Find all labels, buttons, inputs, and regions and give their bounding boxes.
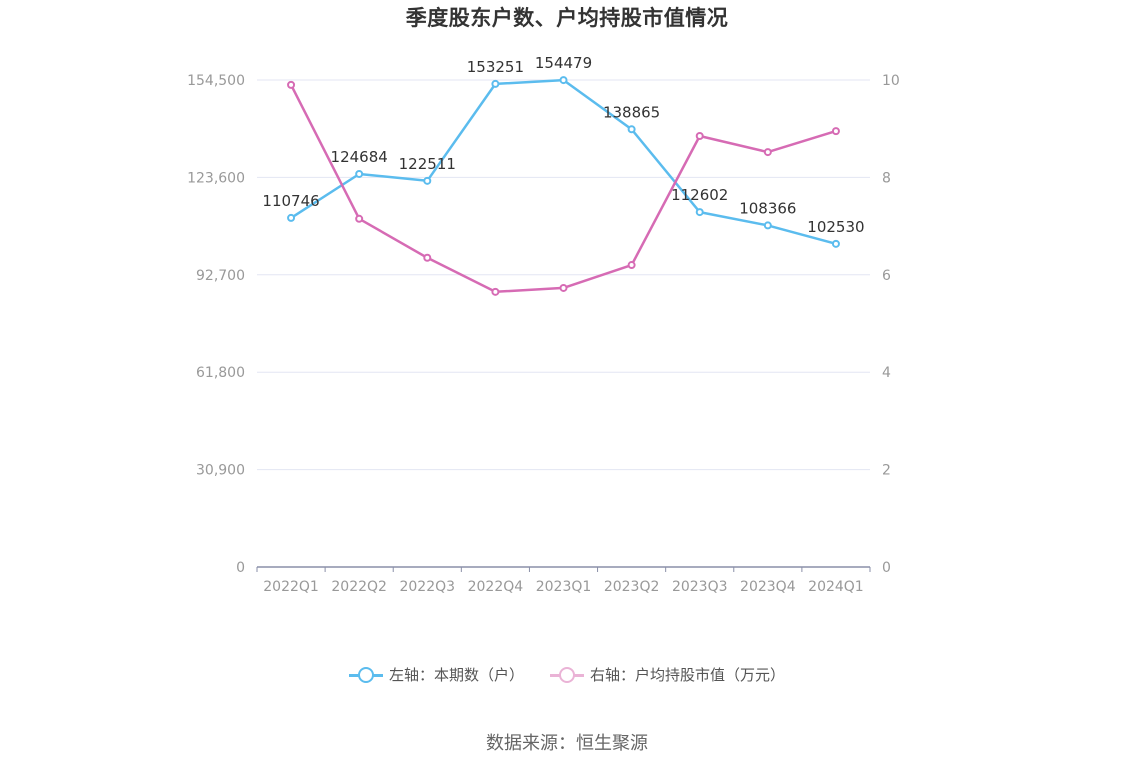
data-label: 124684	[331, 148, 388, 166]
data-point	[763, 221, 772, 230]
x-tick-label: 2023Q3	[672, 579, 728, 595]
x-tick-label: 2022Q2	[331, 579, 387, 595]
data-labels: 110746 124684 122511 153251 154479 138865 1126…	[262, 54, 864, 236]
data-label: 102530	[807, 218, 864, 236]
y-left-tick-label: 154,500	[187, 73, 245, 89]
data-point	[695, 208, 704, 217]
data-label: 122511	[399, 155, 456, 173]
series-lines	[287, 76, 840, 296]
data-point	[831, 127, 840, 136]
x-tick-label: 2024Q1	[808, 579, 864, 595]
y-right-tick-label: 4	[882, 365, 891, 381]
x-tick-label: 2023Q1	[536, 579, 592, 595]
axes: 0 30,900 61,800 92,700 123,600 154,500 0 2 4 6 8 10…	[187, 73, 900, 595]
y-right-tick-label: 10	[882, 73, 900, 89]
y-left-tick-label: 0	[236, 560, 245, 576]
y-left-tick-label: 61,800	[196, 365, 245, 381]
legend: 左轴：本期数（户） 右轴：户均持股市值（万元）	[0, 664, 1134, 685]
x-tick-label: 2022Q4	[468, 579, 524, 595]
legend-marker-left-icon	[348, 665, 383, 685]
data-point	[559, 76, 568, 85]
legend-marker-right-icon	[550, 665, 584, 685]
data-label: 112602	[671, 186, 728, 204]
data-point	[491, 287, 500, 296]
x-tick-label: 2022Q1	[263, 579, 319, 595]
legend-label-right: 右轴：户均持股市值（万元）	[590, 666, 786, 684]
legend-item-right-axis[interactable]: 右轴：户均持股市值（万元）	[550, 664, 785, 685]
y-left-tick-label: 123,600	[187, 170, 245, 186]
data-point	[287, 80, 296, 89]
data-point	[491, 79, 500, 88]
data-point	[423, 253, 432, 262]
y-right-tick-label: 2	[882, 463, 891, 479]
y-right-tick-label: 0	[882, 560, 891, 576]
x-tick-label: 2022Q3	[399, 579, 455, 595]
data-point	[627, 261, 636, 270]
data-point	[423, 176, 432, 185]
data-point	[695, 132, 704, 141]
data-point	[627, 125, 636, 134]
data-source: 数据来源：恒生聚源	[486, 733, 648, 754]
data-label: 153251	[467, 58, 524, 76]
data-point	[355, 169, 364, 178]
grid-lines	[257, 79, 870, 471]
chart-title: 季度股东户数、户均持股市值情况	[405, 6, 729, 30]
series-line-right	[289, 84, 837, 294]
data-label: 108366	[739, 199, 796, 217]
data-label: 138865	[603, 103, 660, 121]
y-left-tick-label: 92,700	[196, 268, 245, 284]
data-label: 110746	[262, 192, 319, 210]
data-point	[559, 283, 568, 292]
y-right-tick-label: 8	[882, 170, 891, 186]
y-left-tick-label: 30,900	[196, 463, 245, 479]
legend-label-left: 左轴：本期数（户）	[388, 666, 524, 684]
data-point	[355, 214, 364, 223]
y-right-tick-label: 6	[882, 268, 891, 284]
data-label: 154479	[535, 54, 592, 72]
legend-item-left-axis[interactable]: 左轴：本期数（户）	[348, 664, 524, 685]
data-point	[763, 148, 772, 157]
data-point	[287, 213, 296, 222]
data-point	[831, 239, 840, 248]
x-tick-label: 2023Q4	[740, 579, 796, 595]
x-tick-label: 2023Q2	[604, 579, 660, 595]
